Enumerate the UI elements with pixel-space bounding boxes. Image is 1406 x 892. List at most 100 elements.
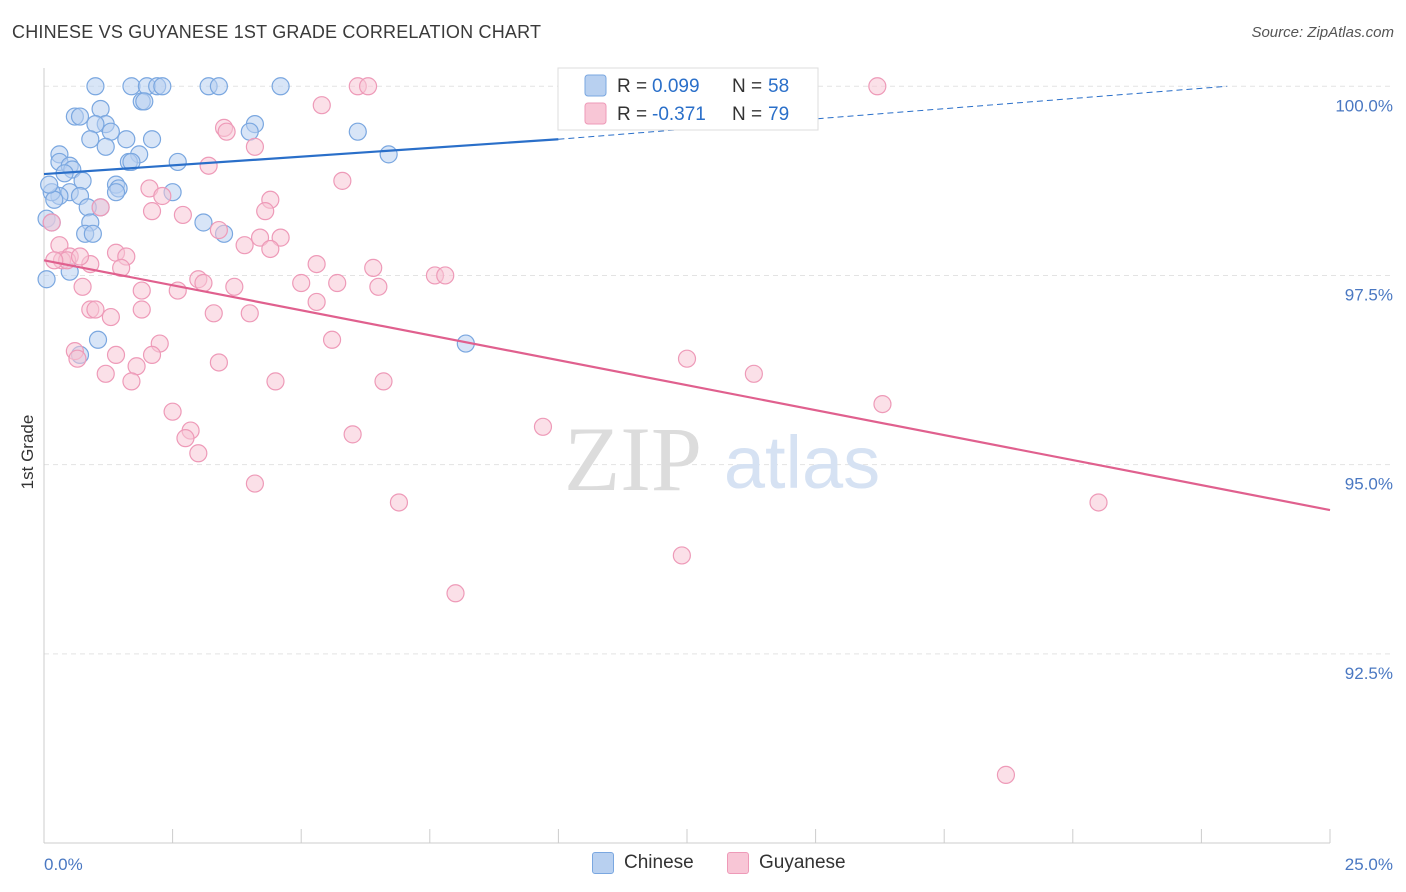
guyanese-point-58 xyxy=(209,353,228,372)
guyanese-point-64 xyxy=(122,372,141,391)
chinese-points xyxy=(37,77,475,365)
guyanese-point-71 xyxy=(189,444,208,463)
guyanese-point-32 xyxy=(364,258,383,277)
chinese-point-18 xyxy=(348,122,367,141)
legend-n-value-1: 58 xyxy=(768,76,789,97)
guyanese-trend-line xyxy=(43,259,1331,512)
legend-item-chinese[interactable]: Chinese xyxy=(592,852,694,874)
y-axis-label: 1st Grade xyxy=(18,415,37,490)
guyanese-point-54 xyxy=(142,345,162,365)
guyanese-point-69 xyxy=(176,429,195,448)
chinese-point-20 xyxy=(117,130,136,149)
guyanese-point-72 xyxy=(245,474,265,493)
guyanese-point-7 xyxy=(199,156,218,175)
chinese-point-56 xyxy=(40,175,59,194)
x-tick-label-max: 25.0% xyxy=(1345,855,1393,874)
guyanese-point-46 xyxy=(86,300,105,319)
legend-r-label-2: R = xyxy=(617,104,647,125)
chart-title: CHINESE VS GUYANESE 1ST GRADE CORRELATIO… xyxy=(12,22,542,42)
chinese-point-6 xyxy=(209,77,228,96)
guyanese-point-14 xyxy=(91,198,110,217)
chinese-point-21 xyxy=(142,130,162,149)
guyanese-point-59 xyxy=(127,357,146,376)
legend-n-value-2: 79 xyxy=(768,104,789,125)
guyanese-point-61 xyxy=(744,364,763,383)
legend-label-guyanese: Guyanese xyxy=(759,852,846,873)
guyanese-point-13 xyxy=(142,202,162,221)
guyanese-point-60 xyxy=(96,364,115,383)
chinese-point-10 xyxy=(91,99,110,119)
chinese-point-42 xyxy=(45,190,64,209)
chinese-point-27 xyxy=(168,152,187,172)
guyanese-point-15 xyxy=(173,205,192,225)
guyanese-point-47 xyxy=(132,300,151,319)
y-tick-label-3: 92.5% xyxy=(1345,664,1393,683)
guyanese-point-10 xyxy=(153,186,172,206)
guyanese-point-16 xyxy=(209,220,228,240)
guyanese-point-38 xyxy=(369,277,388,296)
guyanese-point-40 xyxy=(73,277,92,296)
guyanese-point-77 xyxy=(996,765,1016,784)
chinese-point-7 xyxy=(271,77,290,96)
guyanese-point-44 xyxy=(307,292,326,312)
chinese-trend-line xyxy=(43,138,559,176)
legend-item-guyanese[interactable]: Guyanese xyxy=(727,852,846,874)
guyanese-points xyxy=(42,77,1108,784)
guyanese-point-74 xyxy=(1089,493,1108,512)
guyanese-point-65 xyxy=(873,394,892,414)
y-tick-label-2: 95.0% xyxy=(1345,475,1393,494)
guyanese-point-62 xyxy=(266,372,285,391)
chinese-point-50 xyxy=(83,224,102,243)
chinese-point-9 xyxy=(135,92,154,111)
legend-n-label-1: N = xyxy=(732,76,762,97)
guyanese-point-18 xyxy=(250,228,270,247)
guyanese-point-2 xyxy=(868,77,887,96)
chinese-point-22 xyxy=(96,137,115,156)
guyanese-swatch xyxy=(727,852,749,874)
x-tick-labels: 0.0% 25.0% xyxy=(44,855,1393,874)
legend-r-label-1: R = xyxy=(617,76,647,97)
guyanese-point-12 xyxy=(256,202,275,221)
bottom-legend: Chinese Guyanese xyxy=(0,852,1406,878)
guyanese-point-37 xyxy=(328,273,347,293)
guyanese-point-73 xyxy=(389,493,409,512)
guyanese-point-48 xyxy=(204,304,223,323)
guyanese-point-50 xyxy=(101,307,120,327)
legend-n-label-2: N = xyxy=(732,104,762,125)
guyanese-point-75 xyxy=(672,546,691,565)
chinese-point-15 xyxy=(86,115,105,134)
guyanese-point-3 xyxy=(312,96,331,115)
guyanese-point-41 xyxy=(194,273,213,293)
chinese-point-53 xyxy=(88,330,108,349)
guyanese-point-19 xyxy=(271,228,290,247)
guyanese-point-8 xyxy=(333,171,352,190)
guyanese-point-43 xyxy=(132,281,151,300)
chinese-point-29 xyxy=(122,152,141,172)
guyanese-point-51 xyxy=(322,330,342,349)
chinese-point-17 xyxy=(101,122,120,141)
watermark-zip: ZIP xyxy=(564,408,702,510)
guyanese-point-5 xyxy=(217,122,236,141)
legend-r-value-2: -0.371 xyxy=(652,104,706,125)
guyanese-point-55 xyxy=(106,345,126,365)
guyanese-point-1 xyxy=(358,77,378,96)
chinese-point-37 xyxy=(106,183,126,202)
guyanese-point-78 xyxy=(70,247,90,266)
guyanese-point-66 xyxy=(163,402,182,421)
guyanese-point-63 xyxy=(374,372,393,391)
chart-source: Source: ZipAtlas.com xyxy=(1251,24,1394,41)
y-tick-labels: 100.0% 97.5% 95.0% 92.5% xyxy=(1335,96,1393,683)
legend-swatch-chinese xyxy=(584,74,607,97)
legend-box: R = 0.099 N = 58 R = -0.371 N = 79 xyxy=(557,67,819,131)
guyanese-point-17 xyxy=(42,213,61,232)
chinese-point-4 xyxy=(153,77,172,96)
legend-swatch-guyanese xyxy=(584,102,607,125)
chinese-point-1 xyxy=(122,77,141,96)
guyanese-point-49 xyxy=(240,304,259,323)
guyanese-point-67 xyxy=(533,417,553,436)
y-tick-label-1: 97.5% xyxy=(1345,285,1393,304)
guyanese-point-39 xyxy=(225,277,244,296)
guyanese-point-31 xyxy=(307,255,326,274)
watermark-atlas: atlas xyxy=(724,421,880,504)
chinese-point-0 xyxy=(86,77,105,96)
